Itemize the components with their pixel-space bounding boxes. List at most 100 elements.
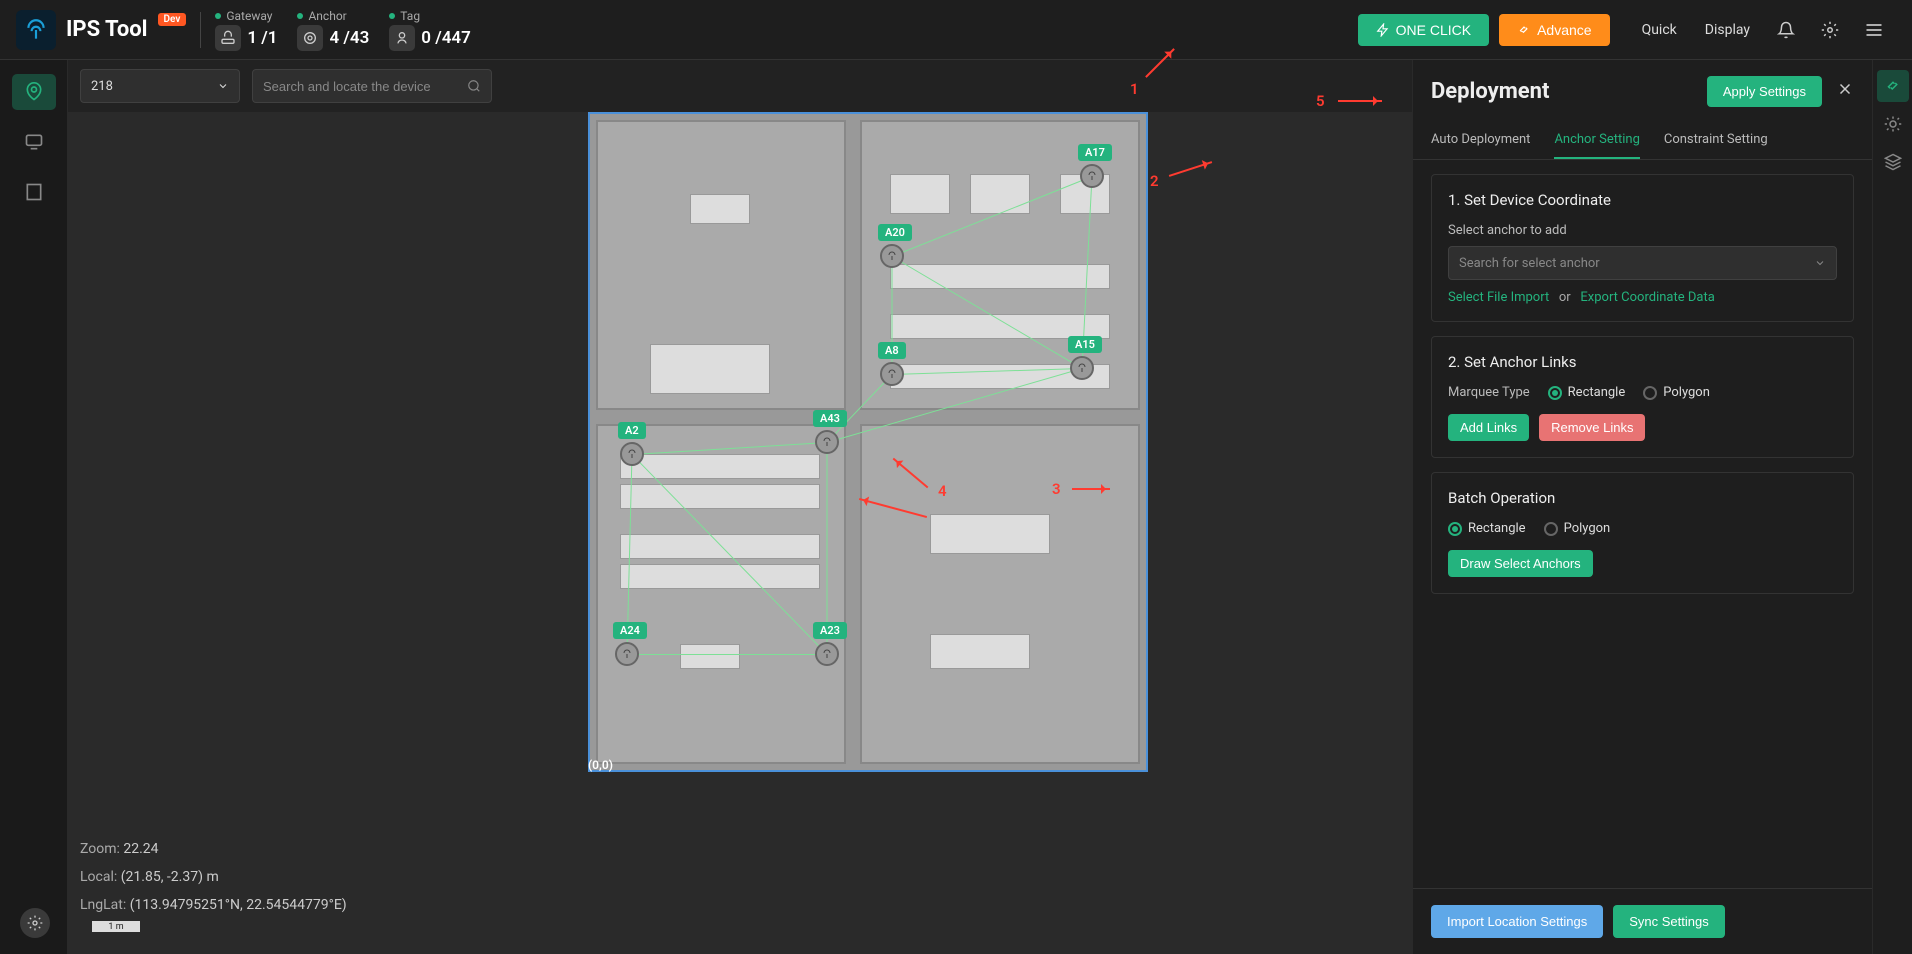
radio-rect-label: Rectangle [1568,385,1626,400]
logo-area: IPS Tool Dev [16,10,186,50]
menu-icon[interactable] [1860,16,1888,44]
add-links-button[interactable]: Add Links [1448,414,1529,441]
annot-3-arrow [1072,488,1110,490]
panel-header: Deployment Apply Settings [1413,60,1872,122]
divider [200,12,201,48]
map-canvas[interactable]: A17A20A8A15A43A2A24A23 (0,0) Zoom: 22.24… [68,112,1412,954]
right-rail [1872,60,1912,954]
annot-3: 3 [1052,480,1061,498]
export-link[interactable]: Export Coordinate Data [1580,290,1714,305]
tag-icon [389,25,415,51]
tool-debug-icon[interactable] [1877,108,1909,140]
radio-icon [1448,522,1462,536]
anchor-node[interactable] [1070,356,1094,380]
section-batch-operation: Batch Operation Rectangle Polygon Draw S… [1431,472,1854,594]
remove-links-button[interactable]: Remove Links [1539,414,1645,441]
tag-label: Tag [400,9,420,23]
sync-settings-button[interactable]: Sync Settings [1613,905,1725,938]
anchor-node[interactable] [880,244,904,268]
marquee-label: Marquee Type [1448,385,1530,400]
stat-tag: Tag 0 /447 [389,9,471,51]
local-label: Local: [80,869,117,885]
lnglat-label: LngLat: [80,897,126,913]
annot-4: 4 [938,482,947,500]
gear-icon[interactable] [1816,16,1844,44]
display-link[interactable]: Display [1705,22,1750,38]
batch-shape-row: Rectangle Polygon [1448,521,1837,536]
rail-devices-icon[interactable] [12,124,56,160]
import-export-row: Select File Import or Export Coordinate … [1448,290,1837,305]
anchor-label: A8 [878,342,906,359]
anchor-node[interactable] [1080,164,1104,188]
stat-anchor: Anchor 4 /43 [297,9,369,51]
rail-building-icon[interactable] [12,174,56,210]
radio-icon [1548,386,1562,400]
or-text: or [1559,290,1571,305]
panel-footer: Import Location Settings Sync Settings [1413,888,1872,954]
annot-5-arrow [1338,100,1382,102]
floor-select[interactable]: 218 [80,69,240,103]
annot-1: 1 [1130,80,1139,98]
tool-layers-icon[interactable] [1877,146,1909,178]
tag-value: 0 /447 [421,28,471,48]
main: 218 [0,60,1912,954]
gateway-icon [215,25,241,51]
import-location-button[interactable]: Import Location Settings [1431,905,1603,938]
map-settings-fab[interactable] [20,908,50,938]
anchor-node[interactable] [620,442,644,466]
anchor-node[interactable] [880,362,904,386]
dev-badge: Dev [158,13,187,26]
rail-map-icon[interactable] [12,74,56,110]
close-icon[interactable] [1836,79,1854,103]
radio-rectangle[interactable]: Rectangle [1548,385,1626,400]
lnglat-value: (113.94795251°N, 22.54544779°E) [130,897,347,913]
section-set-coordinate: 1. Set Device Coordinate Select anchor t… [1431,174,1854,322]
batch-radio-polygon[interactable]: Polygon [1544,521,1611,536]
tab-constraint-setting[interactable]: Constraint Setting [1664,122,1768,159]
quick-link[interactable]: Quick [1642,22,1677,38]
anchor-select[interactable]: Search for select anchor [1448,246,1837,280]
tool-deploy-icon[interactable] [1877,70,1909,102]
zoom-value: 22.24 [123,841,158,857]
local-value: (21.85, -2.37) m [121,869,219,885]
panel-body: 1. Set Device Coordinate Select anchor t… [1413,160,1872,888]
sec2-title: 2. Set Anchor Links [1448,353,1837,371]
one-click-button[interactable]: ONE CLICK [1358,14,1489,46]
anchor-node[interactable] [815,430,839,454]
anchor-select-placeholder: Search for select anchor [1459,256,1600,271]
bell-icon[interactable] [1772,16,1800,44]
tab-auto-deployment[interactable]: Auto Deployment [1431,122,1530,159]
anchor-label: Anchor [308,9,346,23]
anchor-link [627,654,827,655]
panel-tabs: Auto Deployment Anchor Setting Constrain… [1413,122,1872,160]
radio-polygon[interactable]: Polygon [1643,385,1710,400]
center-area: 218 [68,60,1412,954]
batch-poly-label: Polygon [1564,521,1611,536]
app-name: IPS Tool [66,17,148,42]
file-import-link[interactable]: Select File Import [1448,290,1549,305]
anchor-node[interactable] [815,642,839,666]
chevron-down-icon [217,80,229,92]
scale-bar: 1 m [92,921,140,932]
device-search[interactable] [252,69,492,103]
batch-rect-label: Rectangle [1468,521,1526,536]
apply-settings-button[interactable]: Apply Settings [1707,76,1822,107]
anchor-label: A43 [813,410,847,427]
tab-anchor-setting[interactable]: Anchor Setting [1554,122,1639,159]
search-icon [467,79,481,93]
advance-button[interactable]: Advance [1499,14,1609,46]
sec1-title: 1. Set Device Coordinate [1448,191,1837,209]
map-info: Zoom: 22.24 Local: (21.85, -2.37) m LngL… [80,835,347,938]
batch-radio-rectangle[interactable]: Rectangle [1448,521,1526,536]
sec3-title: Batch Operation [1448,489,1837,507]
anchor-label: A24 [613,622,647,639]
center-toolbar: 218 [68,60,1412,112]
draw-select-anchors-button[interactable]: Draw Select Anchors [1448,550,1593,577]
panel-title: Deployment [1431,79,1549,104]
radio-poly-label: Polygon [1663,385,1710,400]
origin-label: (0,0) [588,758,613,772]
search-input[interactable] [263,79,467,94]
anchor-node[interactable] [615,642,639,666]
deployment-panel: Deployment Apply Settings Auto Deploymen… [1412,60,1872,954]
sec1-label: Select anchor to add [1448,223,1837,238]
